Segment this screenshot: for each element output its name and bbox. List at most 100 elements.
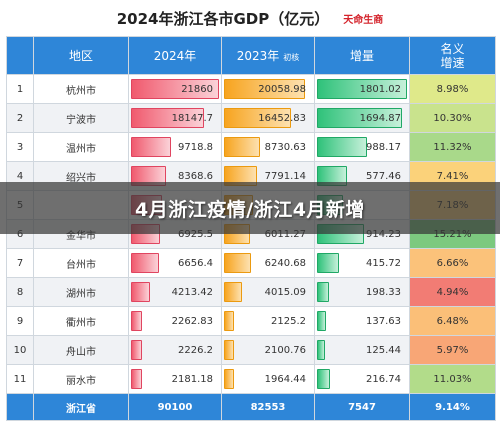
row-gdp2024-value: 4213.42	[171, 286, 213, 298]
row-increase: 415.72	[314, 248, 410, 278]
row-gdp2024-bar	[131, 311, 142, 331]
row-rank: 11	[6, 364, 34, 394]
row-gdp2024: 6656.4	[128, 248, 222, 278]
header-2023: 2023年 初核	[221, 36, 315, 75]
header-2024: 2024年	[128, 36, 222, 75]
table-row: 7 台州市 6656.4 6240.68 415.72 6.66%	[6, 248, 496, 278]
total-increase: 7547	[314, 393, 410, 421]
row-increase-bar	[317, 369, 330, 389]
row-increase-value: 125.44	[366, 344, 401, 356]
header-2023-label: 2023年	[236, 49, 280, 63]
row-increase-bar	[317, 137, 367, 157]
row-gdp2023-value: 1964.44	[264, 373, 306, 385]
table-row: 11 丽水市 2181.18 1964.44 216.74 11.03%	[6, 364, 496, 394]
row-gdp2024-bar	[131, 137, 171, 157]
row-gdp2023-value: 6011.27	[264, 228, 306, 240]
row-increase-value: 988.17	[366, 141, 401, 153]
chart-title: 2024年浙江各市GDP（亿元）	[116, 9, 330, 28]
table-row: 9 衢州市 2262.83 2125.2 137.63 6.48%	[6, 306, 496, 336]
row-gdp2024-bar	[131, 369, 142, 389]
row-gdp2023: 6240.68	[221, 248, 315, 278]
row-gdp2024: 2262.83	[128, 306, 222, 336]
row-gdp2023: 1964.44	[221, 364, 315, 394]
row-rank: 9	[6, 306, 34, 336]
row-city: 丽水市	[33, 364, 129, 394]
row-rank: 3	[6, 132, 34, 162]
row-gdp2024: 2181.18	[128, 364, 222, 394]
row-gdp2023-bar	[224, 137, 260, 157]
header-rank	[6, 36, 34, 75]
row-rank: 2	[6, 103, 34, 133]
row-gdp2023-bar	[224, 369, 234, 389]
row-rank: 8	[6, 277, 34, 307]
row-rank: 10	[6, 335, 34, 365]
row-gdp2024-bar	[131, 282, 150, 302]
row-gdp2024-value: 6656.4	[178, 257, 213, 269]
row-growth: 8.98%	[409, 74, 496, 104]
title-overlay-banner: 4月浙江疫情/浙江4月新增	[0, 182, 500, 234]
total-growth: 9.14%	[409, 393, 496, 421]
row-rank: 7	[6, 248, 34, 278]
row-gdp2023: 2125.2	[221, 306, 315, 336]
row-gdp2024-bar	[131, 340, 142, 360]
row-gdp2024-bar	[131, 108, 204, 128]
row-gdp2023-value: 7791.14	[264, 170, 306, 182]
row-increase-value: 415.72	[366, 257, 401, 269]
table-row: 3 温州市 9718.8 8730.63 988.17 11.32%	[6, 132, 496, 162]
row-gdp2023-value: 6240.68	[264, 257, 306, 269]
row-gdp2023: 8730.63	[221, 132, 315, 162]
table-row: 1 杭州市 21860 20058.98 1801.02 8.98%	[6, 74, 496, 104]
row-growth: 11.32%	[409, 132, 496, 162]
row-gdp2023-value: 2125.2	[271, 315, 306, 327]
row-city: 舟山市	[33, 335, 129, 365]
row-gdp2023-bar	[224, 311, 234, 331]
row-gdp2024-value: 18147.7	[171, 112, 213, 124]
table-row: 8 湖州市 4213.42 4015.09 198.33 4.94%	[6, 277, 496, 307]
row-gdp2024-value: 21860	[181, 83, 213, 95]
row-gdp2024: 21860	[128, 74, 222, 104]
row-gdp2023-bar	[224, 340, 234, 360]
total-row: 浙江省 90100 82553 7547 9.14%	[6, 393, 496, 421]
row-increase: 1801.02	[314, 74, 410, 104]
overlay-text: 4月浙江疫情/浙江4月新增	[135, 198, 365, 221]
row-increase-bar	[317, 311, 326, 331]
row-increase-bar	[317, 340, 325, 360]
header-row: 地区 2024年 2023年 初核 增量 名义 增速	[6, 36, 496, 75]
row-gdp2023: 16452.83	[221, 103, 315, 133]
row-gdp2023-value: 4015.09	[264, 286, 306, 298]
row-city: 衢州市	[33, 306, 129, 336]
row-gdp2024: 2226.2	[128, 335, 222, 365]
row-increase-bar	[317, 253, 339, 273]
header-2023-note: 初核	[283, 53, 300, 62]
row-increase-value: 198.33	[366, 286, 401, 298]
total-label: 浙江省	[33, 393, 129, 421]
row-increase: 137.63	[314, 306, 410, 336]
row-city: 杭州市	[33, 74, 129, 104]
row-gdp2024-bar	[131, 253, 159, 273]
row-city: 宁波市	[33, 103, 129, 133]
row-increase-value: 577.46	[366, 170, 401, 182]
row-gdp2024: 18147.7	[128, 103, 222, 133]
row-gdp2024: 4213.42	[128, 277, 222, 307]
row-gdp2023-bar	[224, 282, 242, 302]
table-body: 1 杭州市 21860 20058.98 1801.02 8.98% 2 宁波市 18147.7…	[6, 74, 496, 394]
row-city: 湖州市	[33, 277, 129, 307]
row-growth: 10.30%	[409, 103, 496, 133]
table-row: 10 舟山市 2226.2 2100.76 125.44 5.97%	[6, 335, 496, 365]
row-gdp2024: 9718.8	[128, 132, 222, 162]
row-increase: 216.74	[314, 364, 410, 394]
header-increase: 增量	[314, 36, 410, 75]
row-growth: 6.48%	[409, 306, 496, 336]
row-increase-value: 1694.87	[359, 112, 401, 124]
header-region: 地区	[33, 36, 129, 75]
row-gdp2023: 2100.76	[221, 335, 315, 365]
row-gdp2023-bar	[224, 108, 291, 128]
total-2023: 82553	[221, 393, 315, 421]
row-rank: 1	[6, 74, 34, 104]
row-increase-value: 1801.02	[359, 83, 401, 95]
header-growth: 名义 增速	[409, 36, 496, 75]
brand-logo-text: 天命生商	[343, 14, 384, 26]
row-growth: 4.94%	[409, 277, 496, 307]
row-gdp2023: 20058.98	[221, 74, 315, 104]
row-city: 台州市	[33, 248, 129, 278]
